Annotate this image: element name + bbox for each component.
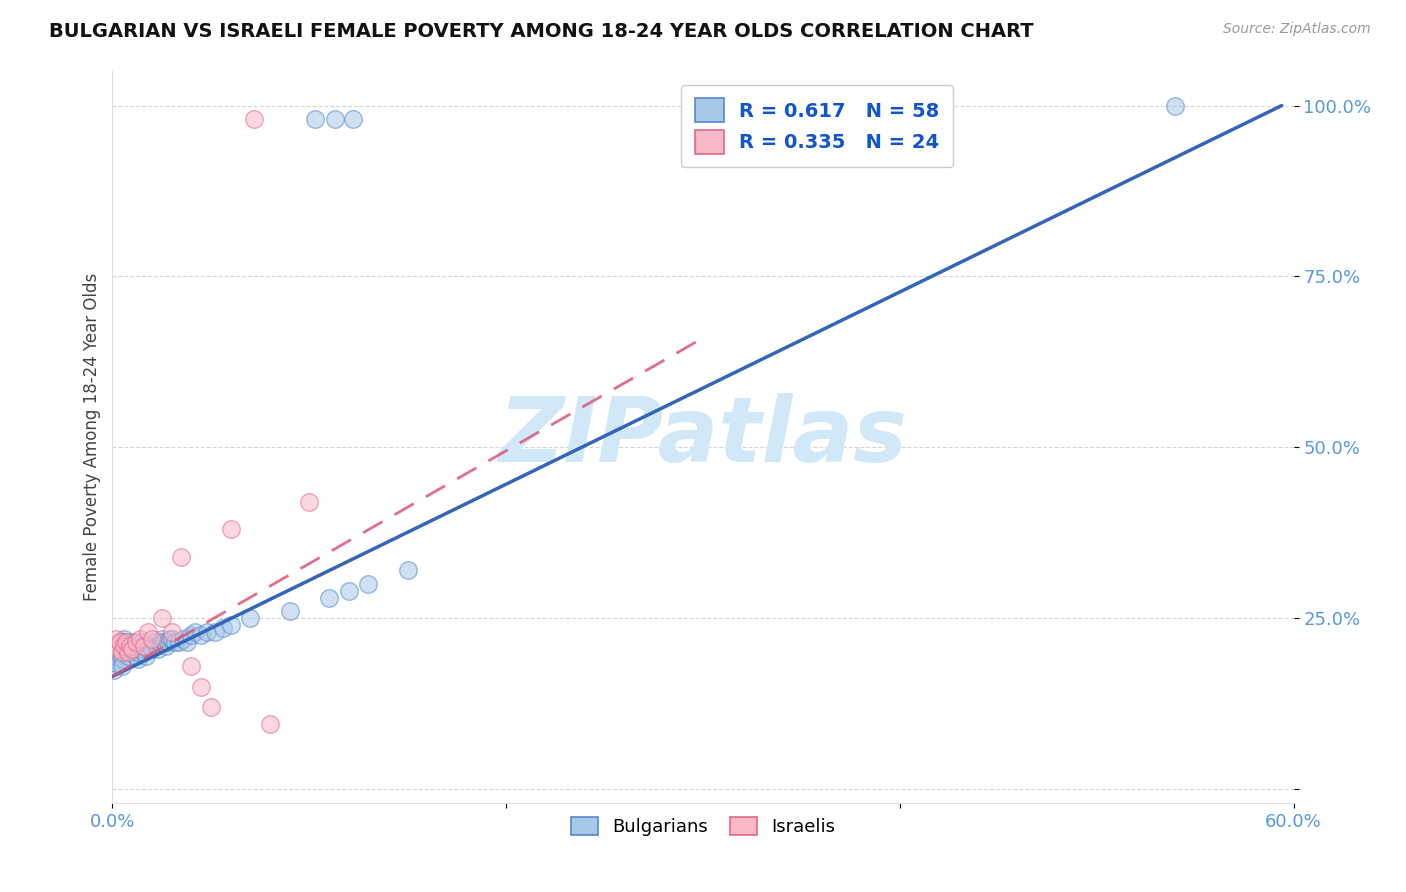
Point: [112, 632, 135, 646]
Point: [190, 680, 212, 694]
Point: [115, 639, 138, 653]
Point: [107, 639, 129, 653]
Point: [323, 112, 346, 127]
Point: [141, 642, 163, 657]
Point: [149, 635, 172, 649]
Point: [170, 549, 193, 564]
Point: [103, 639, 125, 653]
Point: [135, 648, 157, 663]
Point: [132, 639, 155, 653]
Point: [155, 639, 177, 653]
Text: BULGARIAN VS ISRAELI FEMALE POVERTY AMONG 18-24 YEAR OLDS CORRELATION CHART: BULGARIAN VS ISRAELI FEMALE POVERTY AMON…: [49, 22, 1033, 41]
Point: [105, 648, 128, 663]
Point: [125, 635, 148, 649]
Point: [176, 635, 198, 649]
Point: [121, 642, 143, 657]
Point: [131, 639, 153, 653]
Point: [121, 635, 143, 649]
Point: [136, 642, 159, 657]
Point: [396, 563, 419, 577]
Point: [129, 642, 152, 657]
Point: [117, 648, 139, 663]
Point: [127, 652, 149, 666]
Point: [150, 611, 173, 625]
Point: [243, 112, 266, 127]
Point: [120, 639, 142, 653]
Point: [110, 635, 132, 649]
Point: [211, 622, 233, 636]
Point: [141, 632, 163, 646]
Point: [195, 624, 218, 639]
Point: [219, 618, 242, 632]
Point: [132, 645, 155, 659]
Point: [139, 639, 162, 653]
Point: [156, 635, 179, 649]
Point: [190, 628, 212, 642]
Point: [342, 112, 364, 127]
Point: [112, 639, 135, 653]
Point: [219, 522, 242, 536]
Y-axis label: Female Poverty Among 18-24 Year Olds: Female Poverty Among 18-24 Year Olds: [83, 273, 101, 601]
Point: [152, 635, 174, 649]
Point: [204, 624, 226, 639]
Point: [115, 645, 138, 659]
Point: [1164, 98, 1187, 112]
Point: [160, 624, 183, 639]
Point: [131, 635, 153, 649]
Point: [172, 632, 194, 646]
Text: Source: ZipAtlas.com: Source: ZipAtlas.com: [1223, 22, 1371, 37]
Point: [127, 645, 149, 659]
Point: [142, 635, 165, 649]
Point: [122, 645, 145, 659]
Point: [160, 632, 183, 646]
Point: [150, 632, 173, 646]
Legend: Bulgarians, Israelis: Bulgarians, Israelis: [562, 807, 844, 845]
Point: [110, 642, 132, 657]
Point: [103, 663, 125, 677]
Point: [169, 635, 191, 649]
Point: [105, 632, 128, 646]
Point: [111, 652, 134, 666]
Point: [117, 645, 139, 659]
Point: [180, 628, 202, 642]
Point: [165, 635, 187, 649]
Point: [112, 635, 135, 649]
Point: [105, 656, 128, 670]
Point: [107, 645, 129, 659]
Point: [200, 700, 222, 714]
Point: [146, 642, 169, 657]
Point: [239, 611, 262, 625]
Point: [110, 635, 132, 649]
Point: [107, 642, 129, 657]
Point: [318, 591, 340, 605]
Point: [184, 624, 207, 639]
Point: [125, 648, 148, 663]
Point: [159, 632, 181, 646]
Point: [121, 642, 143, 657]
Point: [259, 717, 281, 731]
Point: [115, 635, 138, 649]
Point: [304, 112, 326, 127]
Point: [357, 577, 380, 591]
Point: [145, 639, 167, 653]
Point: [111, 659, 134, 673]
Point: [337, 583, 360, 598]
Point: [111, 645, 134, 659]
Point: [117, 642, 139, 657]
Point: [136, 624, 159, 639]
Point: [180, 659, 202, 673]
Point: [129, 632, 152, 646]
Text: ZIPatlas: ZIPatlas: [499, 393, 907, 481]
Point: [278, 604, 301, 618]
Point: [120, 639, 142, 653]
Point: [298, 495, 321, 509]
